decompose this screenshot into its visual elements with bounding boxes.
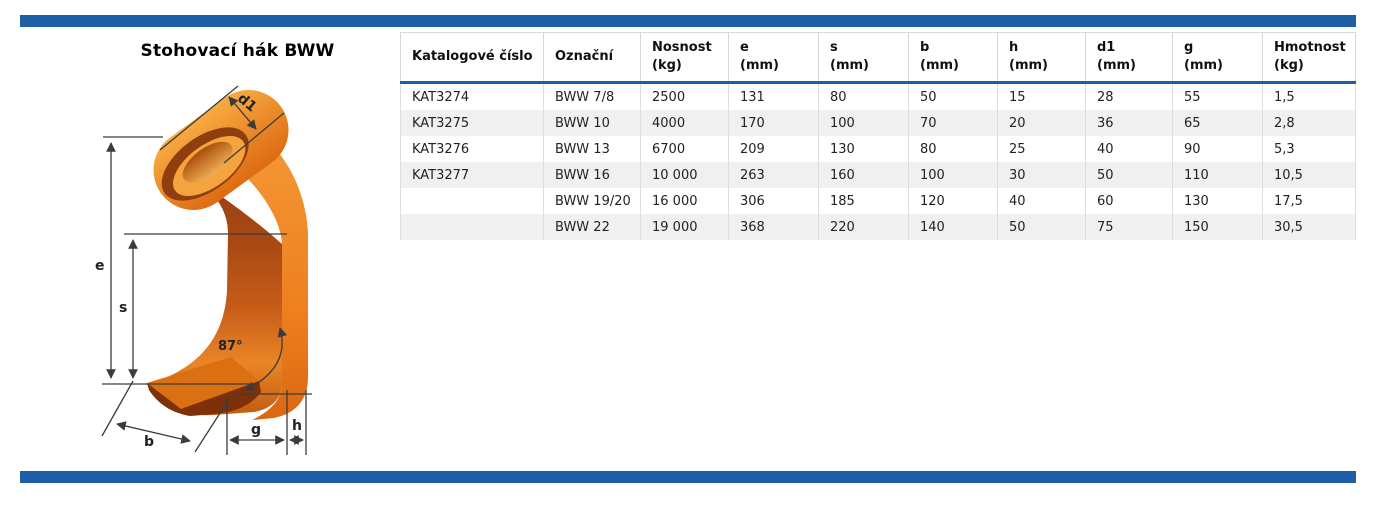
table-cell: 120 — [908, 188, 998, 214]
table-cell: 70 — [908, 110, 998, 136]
table-cell: 30 — [997, 162, 1086, 188]
dim-label-s: s — [119, 300, 128, 316]
table-cell: 140 — [908, 214, 998, 240]
table-cell: 6700 — [640, 136, 729, 162]
table-cell: 2,8 — [1262, 110, 1356, 136]
table-cell: BWW 13 — [543, 136, 641, 162]
table-cell: 20 — [997, 110, 1086, 136]
page-title: Stohovací hák BWW — [140, 41, 335, 61]
table-cell: KAT3277 — [400, 162, 544, 188]
hook-illustration — [147, 90, 308, 420]
table-cell — [400, 188, 544, 214]
table-cell: 25 — [997, 136, 1086, 162]
table-header-row: Katalogové číslo Označní Nosnost (kg) e (mm… — [400, 32, 1356, 83]
eye-hole — [182, 141, 233, 183]
column-header-9: Hmotnost (kg) — [1262, 32, 1356, 83]
bottom-divider-bar — [20, 471, 1356, 483]
table-row: KAT3277 BWW 16 10 000 263 160 100 30 50 110 10,5 — [400, 162, 1356, 188]
table-cell: 17,5 — [1262, 188, 1356, 214]
column-header-4: s (mm) — [818, 32, 909, 83]
top-divider-bar — [20, 15, 1356, 27]
table-cell: 130 — [818, 136, 909, 162]
column-header-6: h (mm) — [997, 32, 1086, 83]
spec-table: Katalogové číslo Označní Nosnost (kg) e (mm… — [400, 32, 1356, 240]
table-row: KAT3274 BWW 7/8 2500 131 80 50 15 28 55 1,5 — [400, 82, 1356, 110]
dim-label-h: h — [292, 418, 302, 434]
table-cell: 50 — [1085, 162, 1173, 188]
table-cell: 60 — [1085, 188, 1173, 214]
table-cell: BWW 19/20 — [543, 188, 641, 214]
table-cell: 160 — [818, 162, 909, 188]
dim-label-e: e — [95, 258, 105, 274]
dimension-lines — [101, 85, 312, 455]
table-cell: BWW 10 — [543, 110, 641, 136]
table-cell: BWW 7/8 — [543, 82, 641, 110]
table-cell: KAT3274 — [400, 82, 544, 110]
table-cell: BWW 22 — [543, 214, 641, 240]
table-row: BWW 19/20 16 000 306 185 120 40 60 130 17,5 — [400, 188, 1356, 214]
dim-label-g: g — [251, 422, 262, 438]
table-cell: KAT3276 — [400, 136, 544, 162]
table-cell: 19 000 — [640, 214, 729, 240]
table-cell: 80 — [818, 82, 909, 110]
table-cell: 2500 — [640, 82, 729, 110]
table-cell: 110 — [1172, 162, 1263, 188]
column-header-5: b (mm) — [908, 32, 998, 83]
table-cell: 40 — [1085, 136, 1173, 162]
table-cell: 55 — [1172, 82, 1263, 110]
table-cell: 65 — [1172, 110, 1263, 136]
spec-table-container: Katalogové číslo Označní Nosnost (kg) e (mm… — [400, 32, 1356, 240]
table-cell: 80 — [908, 136, 998, 162]
table-cell: 50 — [997, 214, 1086, 240]
table-cell: 306 — [728, 188, 819, 214]
table-cell: 131 — [728, 82, 819, 110]
table-cell: 170 — [728, 110, 819, 136]
table-cell: 130 — [1172, 188, 1263, 214]
column-header-3: e (mm) — [728, 32, 819, 83]
table-row: BWW 22 19 000 368 220 140 50 75 150 30,5 — [400, 214, 1356, 240]
table-cell: 30,5 — [1262, 214, 1356, 240]
table-cell: 5,3 — [1262, 136, 1356, 162]
table-cell: 90 — [1172, 136, 1263, 162]
table-cell: 50 — [908, 82, 998, 110]
hook-diagram — [101, 85, 312, 455]
column-header-7: d1 (mm) — [1085, 32, 1173, 83]
table-cell: BWW 16 — [543, 162, 641, 188]
table-cell: 28 — [1085, 82, 1173, 110]
table-cell: 75 — [1085, 214, 1173, 240]
column-header-8: g (mm) — [1172, 32, 1263, 83]
table-cell: 263 — [728, 162, 819, 188]
table-cell: 150 — [1172, 214, 1263, 240]
table-cell: 10 000 — [640, 162, 729, 188]
dim-label-b: b — [144, 434, 155, 450]
hook-foot-underside — [147, 381, 261, 416]
table-cell: 40 — [997, 188, 1086, 214]
table-row: KAT3275 BWW 10 4000 170 100 70 20 36 65 2,8 — [400, 110, 1356, 136]
table-cell: 209 — [728, 136, 819, 162]
table-cell: 15 — [997, 82, 1086, 110]
table-cell: 368 — [728, 214, 819, 240]
table-cell: 185 — [818, 188, 909, 214]
table-row: KAT3276 BWW 13 6700 209 130 80 25 40 90 5,3 — [400, 136, 1356, 162]
table-cell: 1,5 — [1262, 82, 1356, 110]
column-header-0: Katalogové číslo — [400, 32, 544, 83]
table-cell: 100 — [818, 110, 909, 136]
table-cell: 36 — [1085, 110, 1173, 136]
table-cell: 220 — [818, 214, 909, 240]
column-header-1: Označní — [543, 32, 641, 83]
table-cell: 16 000 — [640, 188, 729, 214]
table-cell: 100 — [908, 162, 998, 188]
dim-label-angle: 87° — [218, 339, 243, 354]
column-header-2: Nosnost (kg) — [640, 32, 729, 83]
table-cell: 4000 — [640, 110, 729, 136]
table-cell — [400, 214, 544, 240]
hook-foot-top — [147, 357, 259, 409]
table-cell: KAT3275 — [400, 110, 544, 136]
table-cell: 10,5 — [1262, 162, 1356, 188]
